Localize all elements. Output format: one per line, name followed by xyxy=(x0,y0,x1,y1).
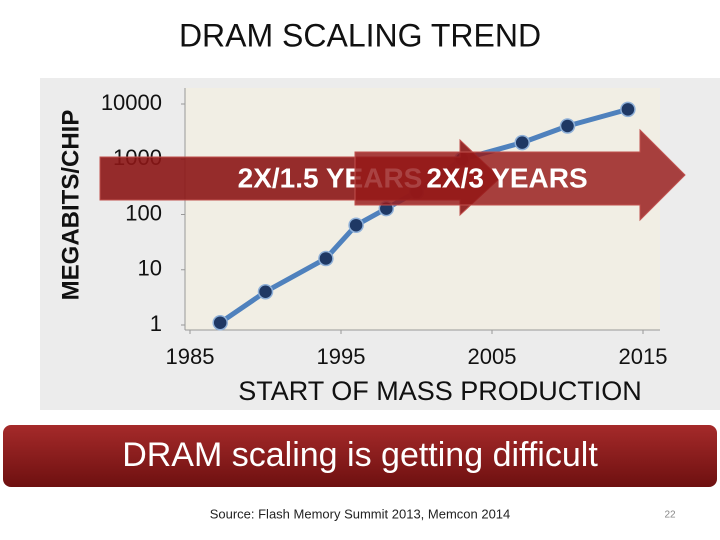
y-tick-label: 10 xyxy=(138,256,162,281)
banner-box xyxy=(3,425,717,487)
page-number: 22 xyxy=(664,510,676,521)
data-point xyxy=(348,217,364,233)
source: Source: Flash Memory Summit 2013, Memcon… xyxy=(210,506,511,521)
plot-area xyxy=(185,88,660,330)
data-point xyxy=(212,314,228,331)
data-point xyxy=(257,283,274,300)
annotation-arrow xyxy=(354,128,686,222)
x-tick-label: 2005 xyxy=(468,344,517,369)
data-point xyxy=(620,101,636,118)
data-point xyxy=(318,250,334,267)
plot: 11010010001000019851995200520152X/1.5 YE… xyxy=(99,88,686,369)
y-tick-label: 100 xyxy=(125,200,162,225)
annotation: 2X/3 YEARS xyxy=(426,162,587,193)
chart-title: DRAM SCALING TREND xyxy=(179,17,541,53)
banner: DRAM scaling is getting difficult xyxy=(122,436,598,474)
data-point xyxy=(559,118,576,134)
data-point xyxy=(514,134,530,151)
y-tick-label: 10000 xyxy=(101,90,162,115)
x-tick-label: 1995 xyxy=(317,344,366,369)
x-axis-label: START OF MASS PRODUCTION xyxy=(238,376,642,406)
y-tick-label: 1 xyxy=(150,311,162,336)
y-axis-label: MEGABITS/CHIP xyxy=(57,110,84,301)
x-tick-label: 1985 xyxy=(166,344,215,369)
x-tick-label: 2015 xyxy=(619,344,668,369)
